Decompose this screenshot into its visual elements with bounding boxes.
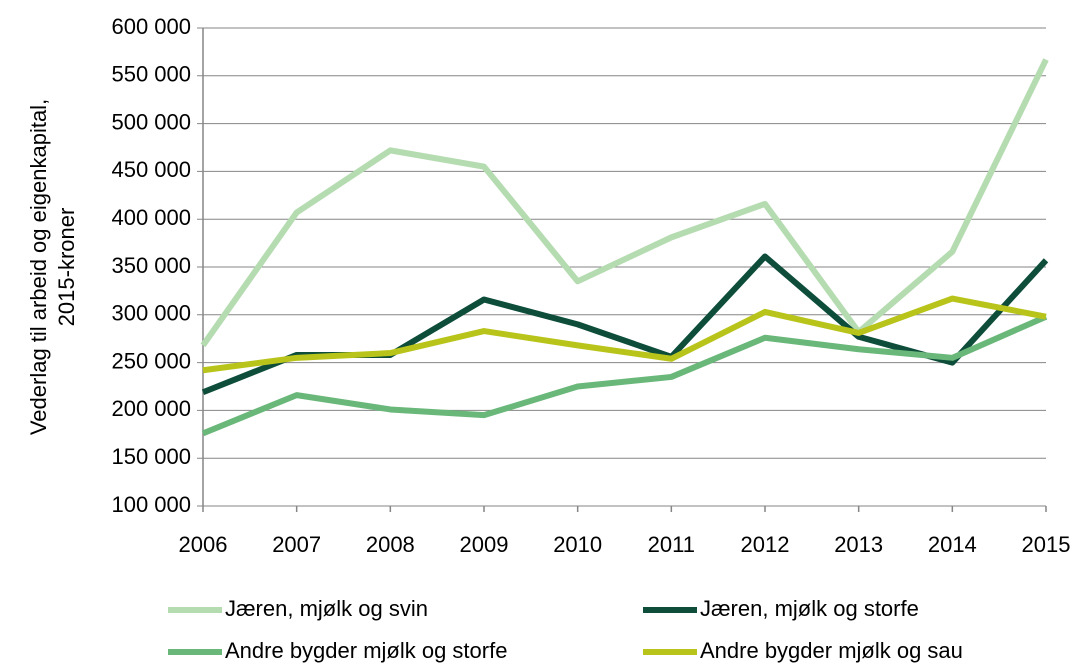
series-line xyxy=(201,313,1048,437)
legend-label: Andre bygder mjølk og sau xyxy=(700,638,963,663)
x-tick-label: 2014 xyxy=(928,532,977,557)
legend-label: Jæren, mjølk og svin xyxy=(225,596,428,621)
y-tick-label: 200 000 xyxy=(111,396,191,421)
x-tick-label: 2013 xyxy=(834,532,883,557)
legend-label: Andre bygder mjølk og storfe xyxy=(225,638,507,663)
y-tick-label: 400 000 xyxy=(111,205,191,230)
x-tick-label: 2007 xyxy=(272,532,321,557)
y-axis-label: Vederlag til arbeid og eigenkapital, xyxy=(26,99,51,435)
y-tick-label: 150 000 xyxy=(111,444,191,469)
x-tick-label: 2010 xyxy=(553,532,602,557)
y-tick-label: 100 000 xyxy=(111,492,191,517)
x-tick-label: 2006 xyxy=(179,532,228,557)
y-tick-label: 250 000 xyxy=(111,348,191,373)
x-tick-label: 2011 xyxy=(648,532,695,557)
x-tick-label: 2008 xyxy=(366,532,415,557)
y-tick-label: 450 000 xyxy=(111,157,191,182)
series-line xyxy=(200,58,1049,348)
y-tick-label: 550 000 xyxy=(111,62,191,87)
y-tick-label: 600 000 xyxy=(111,14,191,39)
y-tick-label: 350 000 xyxy=(111,253,191,278)
x-tick-label: 2012 xyxy=(741,532,790,557)
legend-label: Jæren, mjølk og storfe xyxy=(700,596,919,621)
y-tick-label: 300 000 xyxy=(111,301,191,326)
y-tick-label: 500 000 xyxy=(111,109,191,134)
x-tick-label: 2015 xyxy=(1022,532,1071,557)
x-tick-label: 2009 xyxy=(460,532,509,557)
series-line xyxy=(202,295,1047,374)
y-axis-label: 2015-kroner xyxy=(54,208,79,327)
